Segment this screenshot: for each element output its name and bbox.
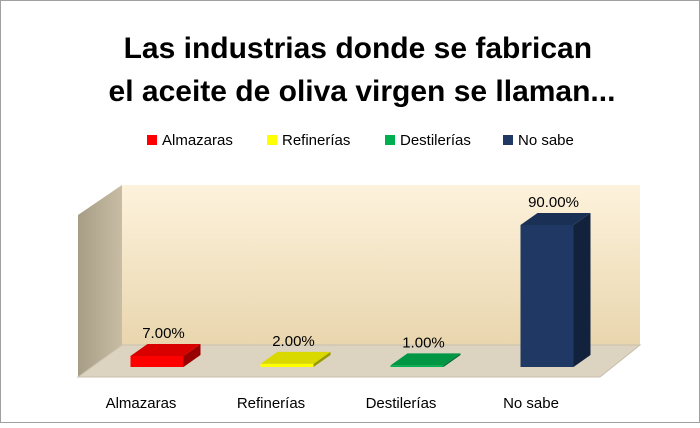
bar-front <box>260 363 314 367</box>
bar-top <box>520 213 591 225</box>
legend-label: No sabe <box>518 132 574 149</box>
bar-side <box>573 213 591 367</box>
bar-top <box>260 351 331 364</box>
back-wall <box>122 185 640 345</box>
bar <box>390 353 461 367</box>
side-wall <box>78 185 122 377</box>
legend-swatch <box>267 135 277 145</box>
bar-front <box>130 355 184 367</box>
data-label: 90.00% <box>528 194 579 211</box>
bar-side <box>443 353 461 367</box>
bar-side <box>313 351 331 367</box>
legend-label: Refinerías <box>282 132 350 149</box>
bar-side <box>183 343 201 367</box>
floor <box>76 344 642 378</box>
x-tick-label: Almazaras <box>106 395 177 412</box>
x-tick-label: Refinerías <box>237 395 305 412</box>
chart-title-line: Las industrias donde se fabrican el acei… <box>109 32 616 108</box>
bar <box>520 213 591 367</box>
legend-label: Destilerías <box>400 132 471 149</box>
data-label: 2.00% <box>272 333 315 350</box>
x-tick-label: Destilerías <box>366 395 437 412</box>
legend-label: Almazaras <box>162 132 233 149</box>
data-label: 1.00% <box>402 334 445 351</box>
legend-swatch <box>385 135 395 145</box>
bar-top <box>130 343 201 356</box>
bar-front <box>390 365 444 367</box>
legend-swatch <box>503 135 513 145</box>
bar <box>260 351 331 367</box>
x-tick-label: No sabe <box>503 395 559 412</box>
data-label: 7.00% <box>142 325 185 342</box>
bar-top <box>390 353 461 366</box>
legend-swatch <box>147 135 157 145</box>
bar <box>130 343 201 367</box>
bar-front <box>520 225 574 367</box>
